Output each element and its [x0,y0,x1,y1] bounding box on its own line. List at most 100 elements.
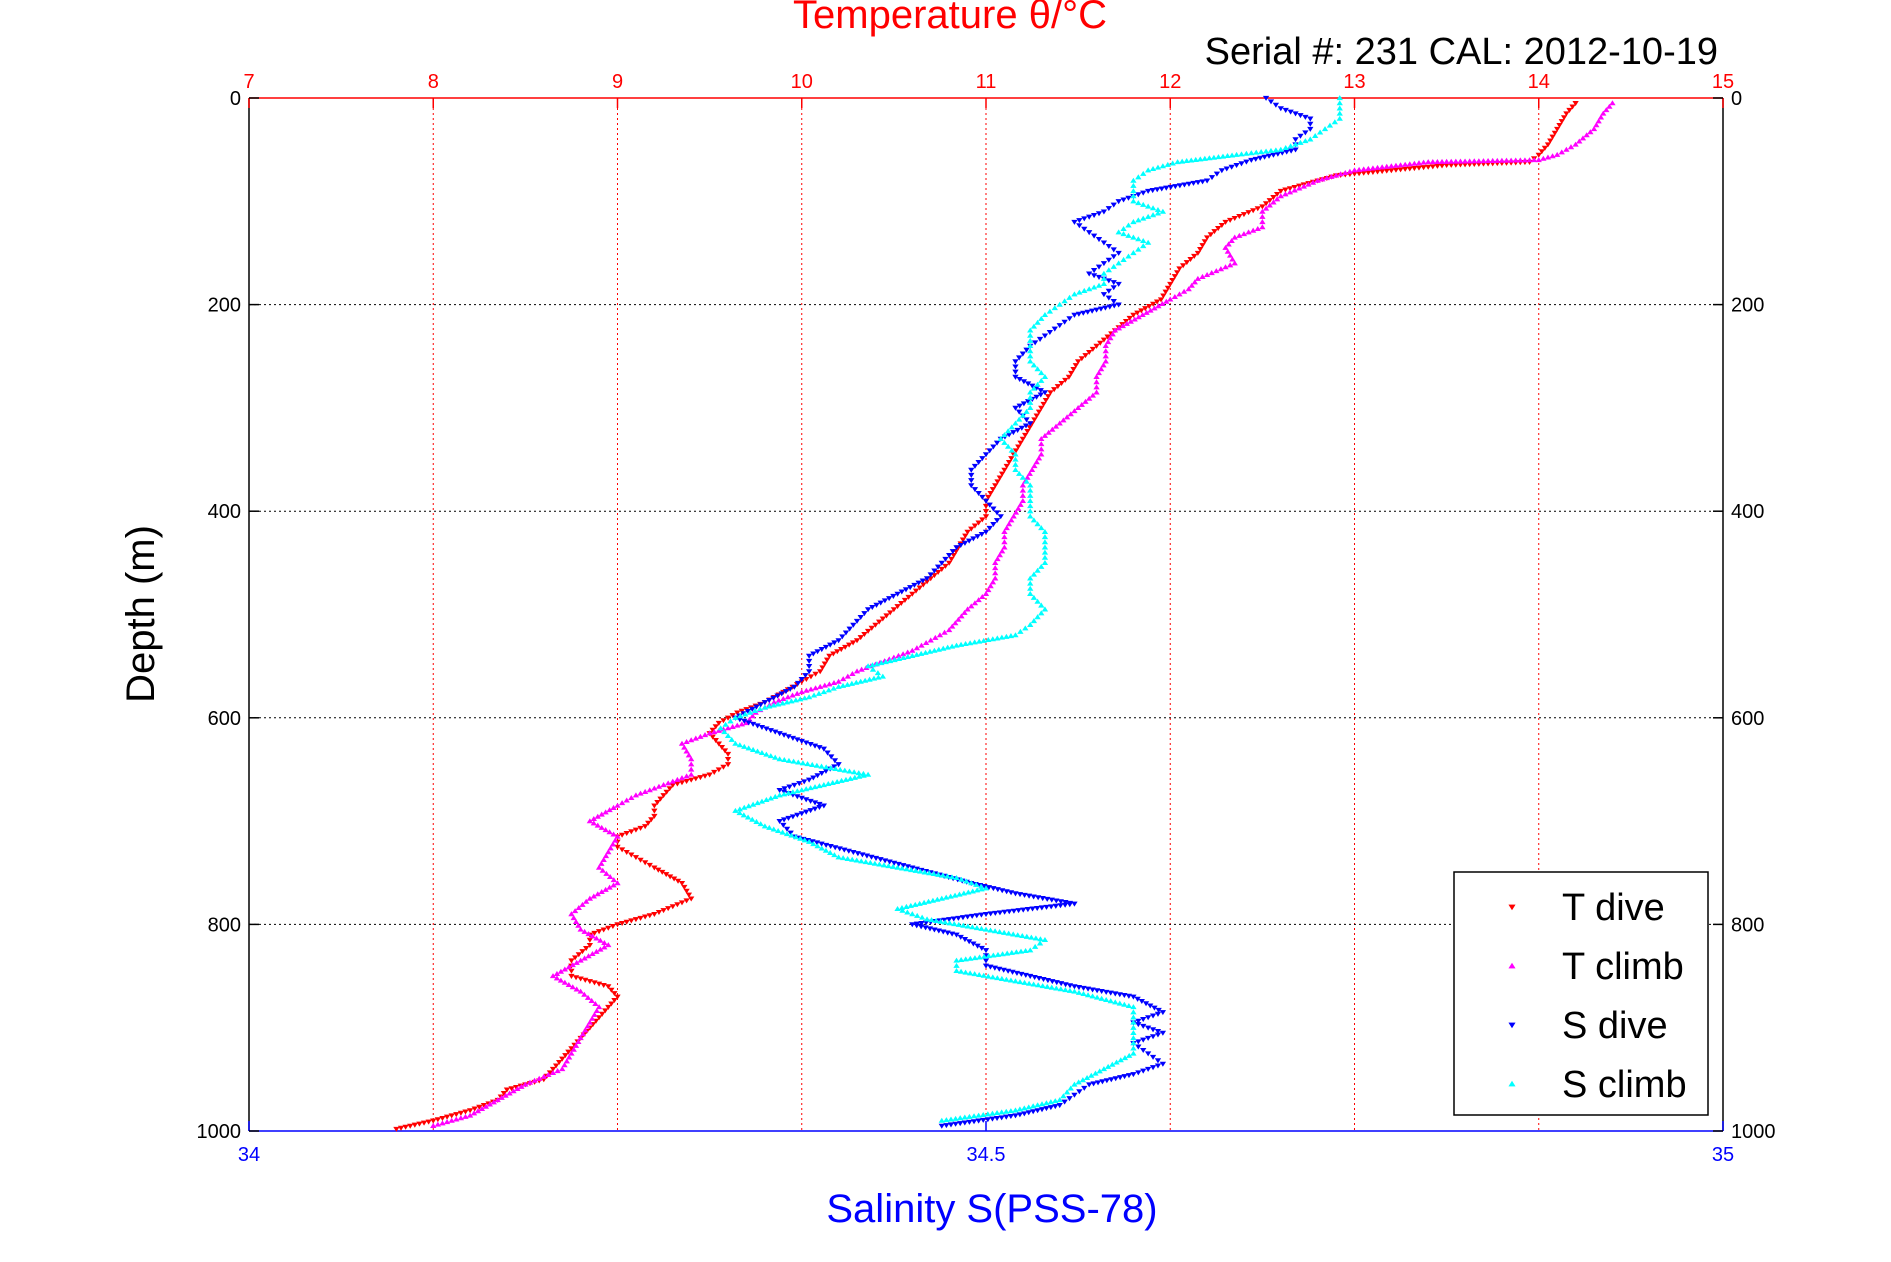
data-point [807,808,814,814]
data-point [861,677,869,683]
data-point [602,853,610,859]
data-point [1229,256,1236,262]
data-point [825,687,832,693]
data-point [545,1071,552,1077]
data-point [665,906,672,912]
data-point [1019,436,1026,442]
data-point [1292,137,1299,143]
data-point [975,1118,982,1124]
data-point [1243,159,1250,165]
data-point [952,1121,959,1127]
data-point [1012,448,1020,454]
data-point [1566,107,1573,113]
data-point [1265,153,1273,159]
data-point [732,807,739,813]
data-point [1100,337,1108,343]
data-point [767,753,774,759]
temperature-tick-label: 7 [243,71,254,93]
data-point [1547,138,1554,144]
data-point [1130,312,1137,318]
data-point [872,622,879,628]
data-point [763,726,770,732]
data-point [1102,343,1109,349]
data-point [964,606,971,612]
data-point [1080,310,1087,316]
data-point [536,1075,543,1081]
data-point [1104,1063,1112,1069]
data-point [1003,633,1010,639]
data-point [683,898,690,904]
data-point [1154,210,1162,216]
data-point [1292,111,1299,117]
data-point [1071,291,1078,297]
data-point [894,905,901,912]
data-point [573,986,580,992]
data-point [798,795,805,801]
data-point [992,575,999,581]
data-point [1558,119,1565,125]
data-point [1044,896,1051,902]
data-point [549,973,557,979]
data-point [478,1105,486,1111]
data-point [875,674,882,680]
data-point [1093,343,1100,349]
data-point [776,731,783,737]
data-point [1100,275,1108,281]
data-point [565,1054,573,1060]
data-point [1051,326,1058,332]
data-point [780,732,788,738]
data-point [1130,1024,1137,1030]
data-point [1076,218,1083,224]
data-point [1013,970,1021,976]
data-point [1307,121,1314,127]
data-point [853,857,860,863]
data-point [1253,149,1260,155]
data-point [1095,282,1103,288]
data-point [1286,189,1294,195]
data-point [993,440,1001,446]
data-point [938,1123,945,1129]
data-point [991,928,999,934]
data-point [678,740,686,746]
data-point [1606,103,1613,109]
data-point [1024,429,1031,435]
data-point [1172,184,1179,190]
data-point [1027,399,1034,405]
data-point [1088,1072,1095,1078]
data-point [609,924,617,930]
data-point [1282,145,1289,151]
data-point [1006,909,1013,915]
data-point [655,910,663,916]
data-point [968,880,975,886]
data-point [568,973,575,979]
data-point [1086,349,1093,356]
data-point [941,917,948,923]
data-point [688,756,695,762]
data-point [595,981,603,987]
data-point [1167,296,1174,302]
data-point [992,910,999,916]
series-s-climb [717,95,1343,1123]
data-point [610,831,617,837]
data-point [953,957,960,963]
data-point [1072,363,1079,369]
data-point [1001,909,1008,915]
data-point [968,603,975,609]
data-point [586,979,594,985]
data-point [569,984,576,990]
data-point [1044,983,1051,989]
data-point [1119,323,1127,329]
data-point [994,479,1001,485]
data-point [1273,191,1281,197]
data-point [971,487,979,493]
data-point [1355,166,1363,172]
data-point [930,871,937,877]
data-point [597,937,604,943]
data-point [929,897,937,903]
data-point [864,771,872,777]
data-point [766,703,773,709]
data-point [1135,217,1142,223]
data-point [958,876,965,882]
data-point [823,764,830,770]
data-point [938,566,945,572]
